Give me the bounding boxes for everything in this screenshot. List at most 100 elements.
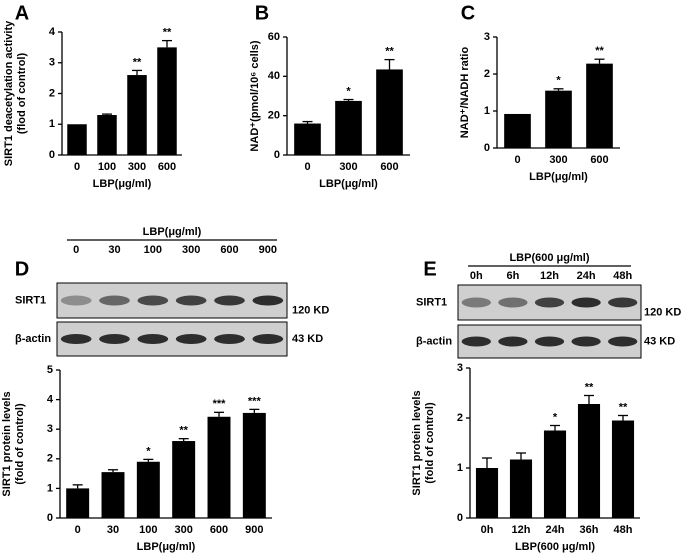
lane-label: 0h — [470, 270, 483, 282]
significance: ** — [595, 45, 604, 57]
y-tick-label: 2 — [457, 412, 463, 424]
y-axis-label: NAD⁺/NADH ratio — [459, 47, 471, 139]
x-tick-label: 300 — [174, 524, 192, 536]
blot-band — [99, 334, 130, 344]
significance: ** — [179, 425, 188, 437]
x-tick-label: 0 — [74, 161, 80, 173]
bar — [335, 100, 362, 155]
y-tick-label: 0 — [47, 512, 53, 524]
bar — [136, 461, 160, 518]
panel-label: E — [423, 258, 436, 280]
y-tick-label: 3 — [49, 57, 55, 69]
blot-row-label: β-actin — [15, 333, 51, 345]
y-tick-label: 3 — [47, 423, 53, 435]
error-bar — [553, 88, 564, 91]
significance: ** — [385, 46, 394, 58]
blot-band — [175, 334, 207, 344]
significance: ** — [133, 56, 142, 68]
error-bar — [384, 58, 395, 70]
significance: ** — [619, 401, 628, 413]
error-bar — [584, 394, 594, 404]
x-tick-label: 300 — [128, 161, 146, 173]
blot-membrane — [56, 321, 288, 357]
x-axis-label: LBP(600 μg/ml) — [515, 541, 595, 553]
y-tick-label: 1 — [47, 482, 53, 494]
y-tick-label: 0 — [457, 512, 463, 524]
y-tick-label: 3 — [457, 362, 463, 374]
y-tick-label: 1 — [484, 105, 490, 117]
bar — [242, 412, 266, 518]
blot-title: LBP(600 μg/ml) — [509, 252, 589, 264]
blot-row-label: SIRT1 — [15, 294, 46, 306]
lane-label: 6h — [506, 270, 519, 282]
blot-size-label: 43 KD — [292, 333, 323, 345]
lane-label: 30 — [108, 244, 120, 256]
y-axis-label: NAD⁺(pmol/10⁶ cells) — [249, 40, 261, 151]
error-bar — [516, 452, 526, 460]
bar — [509, 459, 533, 518]
blot-band — [534, 297, 565, 308]
error-bar — [343, 98, 354, 101]
x-tick-label: 900 — [245, 524, 263, 536]
bar — [475, 468, 499, 518]
bar — [586, 63, 613, 148]
bar — [294, 123, 321, 155]
blot-size-label: 120 KD — [644, 306, 681, 318]
bar — [611, 420, 635, 518]
x-tick-label: 300 — [549, 154, 567, 166]
bar — [127, 75, 147, 155]
blot-band — [534, 336, 565, 347]
blot-band — [608, 336, 638, 347]
y-tick-label: 40 — [268, 70, 280, 82]
x-tick-label: 100 — [139, 524, 157, 536]
blot-band — [252, 334, 284, 344]
blot-band — [99, 295, 130, 306]
significance: * — [553, 411, 558, 423]
blot-band — [60, 334, 92, 344]
blot-band — [214, 334, 245, 344]
y-tick-label: 2 — [49, 87, 55, 99]
blot-band — [571, 336, 601, 347]
y-tick-label: 20 — [268, 110, 280, 122]
x-tick-label: 600 — [380, 161, 398, 173]
y-axis-label: (fold of control) — [424, 402, 436, 484]
error-bar — [143, 458, 154, 462]
x-tick-label: 300 — [339, 161, 357, 173]
x-tick-label: 12h — [512, 524, 531, 536]
y-axis-label: SIRT1 protein levels — [411, 390, 423, 495]
lane-label: 48h — [613, 270, 632, 282]
x-tick-label: 30 — [107, 524, 119, 536]
x-tick-label: 600 — [590, 154, 608, 166]
blot-band — [214, 295, 245, 306]
x-tick-label: 24h — [546, 524, 565, 536]
x-tick-label: 36h — [580, 524, 599, 536]
bar — [376, 69, 403, 155]
blot-band — [137, 295, 169, 306]
x-tick-label: 0h — [481, 524, 494, 536]
lane-label: 12h — [540, 270, 559, 282]
blot-size-label: 43 KD — [644, 335, 675, 347]
blot-band — [175, 295, 207, 306]
lane-label: 0 — [73, 244, 79, 256]
blot-band — [498, 297, 528, 308]
y-axis-label: (fold of control) — [14, 403, 26, 485]
y-axis-label: SIRT1 protein levels — [1, 391, 13, 496]
y-axis-label: (flod of control) — [16, 53, 28, 135]
error-bar — [550, 424, 560, 431]
bar — [67, 124, 87, 155]
error-bar — [214, 411, 224, 417]
error-bar — [162, 39, 172, 48]
blot-membrane — [56, 282, 288, 319]
blot-title: LBP(μg/ml) — [143, 226, 202, 238]
lane-label: 300 — [182, 244, 200, 256]
y-tick-label: 0 — [484, 142, 490, 154]
panel-label: A — [15, 2, 29, 24]
y-tick-label: 60 — [268, 31, 280, 43]
panel-label: D — [15, 258, 29, 280]
significance: *** — [213, 398, 227, 410]
blot-band — [608, 297, 638, 308]
significance: *** — [248, 395, 262, 407]
x-axis-label: LBP(μg/ml) — [529, 171, 588, 183]
blot-band — [498, 336, 528, 347]
y-tick-label: 0 — [274, 149, 280, 161]
